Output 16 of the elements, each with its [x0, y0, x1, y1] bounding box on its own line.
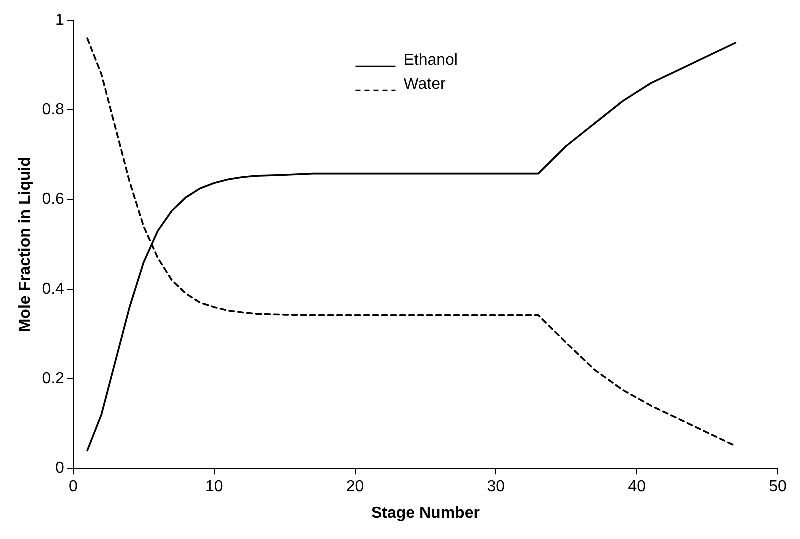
x-tick-label: 50 — [769, 478, 787, 496]
y-tick-label: 0.4 — [42, 280, 65, 298]
x-axis-title: Stage Number — [371, 504, 480, 522]
x-tick-label: 30 — [487, 478, 506, 496]
y-tick-label: 0 — [56, 460, 65, 478]
x-tick-label: 20 — [346, 478, 364, 496]
y-tick-label: 0.6 — [42, 191, 65, 208]
y-tick-label: 0.8 — [42, 102, 65, 119]
y-tick-label: 1 — [56, 12, 65, 30]
y-axis-title: Mole Fraction in Liquid — [17, 157, 34, 332]
y-tick-label: 0.2 — [42, 370, 65, 388]
legend-label: Water — [404, 76, 446, 94]
x-tick-label: 10 — [205, 478, 224, 496]
x-tick-label: 0 — [68, 478, 78, 496]
legend-label: Ethanol — [404, 52, 458, 70]
x-tick-label: 40 — [628, 478, 646, 496]
